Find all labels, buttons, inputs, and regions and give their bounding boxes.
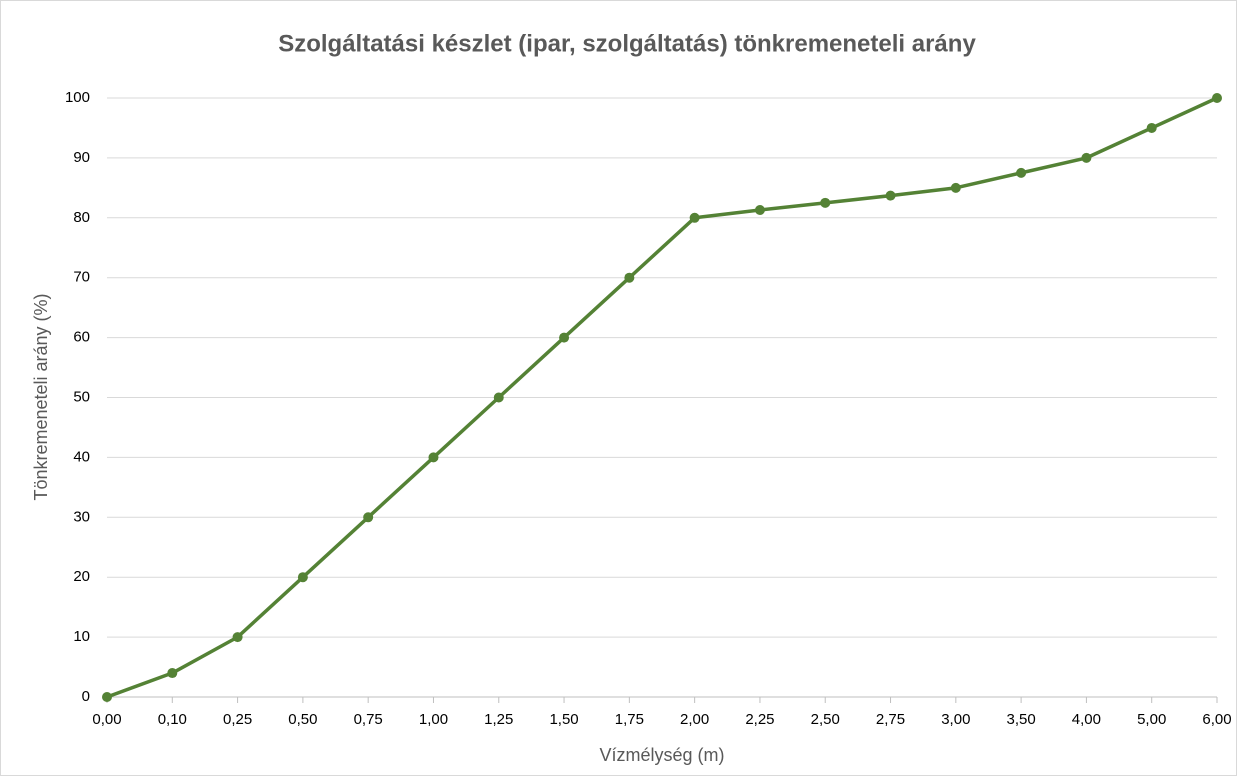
y-tick-label: 40 (73, 448, 90, 465)
y-tick-label: 10 (73, 628, 90, 645)
marker (102, 692, 112, 702)
y-tick-label: 30 (73, 508, 90, 525)
marker (950, 182, 961, 193)
x-tick-label: 2,75 (876, 711, 905, 728)
marker (232, 632, 243, 643)
marker (493, 392, 504, 403)
x-tick-label: 0,50 (288, 711, 317, 728)
x-axis-title: Vízmélység (m) (599, 745, 724, 765)
x-tick-label: 0,75 (354, 711, 383, 728)
y-tick-label: 80 (73, 209, 90, 226)
y-tick-label: 60 (73, 329, 90, 346)
x-tick-label: 4,00 (1072, 711, 1101, 728)
chart-title: Szolgáltatási készlet (ipar, szolgáltatá… (278, 30, 976, 57)
x-tick-label: 0,00 (92, 711, 121, 728)
marker (1081, 152, 1092, 163)
line (106, 96, 1218, 699)
marker (1212, 93, 1222, 103)
marker (559, 332, 570, 343)
x-tick-label: 1,75 (615, 711, 644, 728)
y-axis-title: Tönkremeneteli arány (%) (31, 293, 51, 500)
x-tick-label: 2,25 (745, 711, 774, 728)
x-tick-label: 0,10 (158, 711, 187, 728)
x-tick-label: 5,00 (1137, 711, 1166, 728)
y-tick-label: 20 (73, 568, 90, 585)
x-tick-label: 2,50 (811, 711, 840, 728)
x-tick-label: 6,00 (1202, 711, 1231, 728)
x-tick-label: 2,00 (680, 711, 709, 728)
marker (428, 452, 439, 463)
y-tick-label: 100 (65, 89, 90, 106)
marker (1146, 122, 1157, 133)
marker (167, 668, 178, 679)
y-tick-label: 90 (73, 149, 90, 166)
marker (754, 205, 765, 216)
marker (363, 512, 374, 523)
x-tick-label: 1,25 (484, 711, 513, 728)
y-tick-label: 50 (73, 388, 90, 405)
x-tick-label: 0,25 (223, 711, 252, 728)
y-tick-label: 0 (82, 688, 90, 705)
x-tick-label: 3,00 (941, 711, 970, 728)
marker (624, 272, 635, 283)
marker (689, 212, 700, 223)
x-tick-label: 1,50 (549, 711, 578, 728)
x-tick-label: 3,50 (1007, 711, 1036, 728)
marker (820, 197, 831, 208)
marker (297, 572, 308, 583)
x-tick-label: 1,00 (419, 711, 448, 728)
y-tick-label: 70 (73, 269, 90, 286)
marker (885, 190, 896, 201)
marker (1016, 167, 1027, 178)
